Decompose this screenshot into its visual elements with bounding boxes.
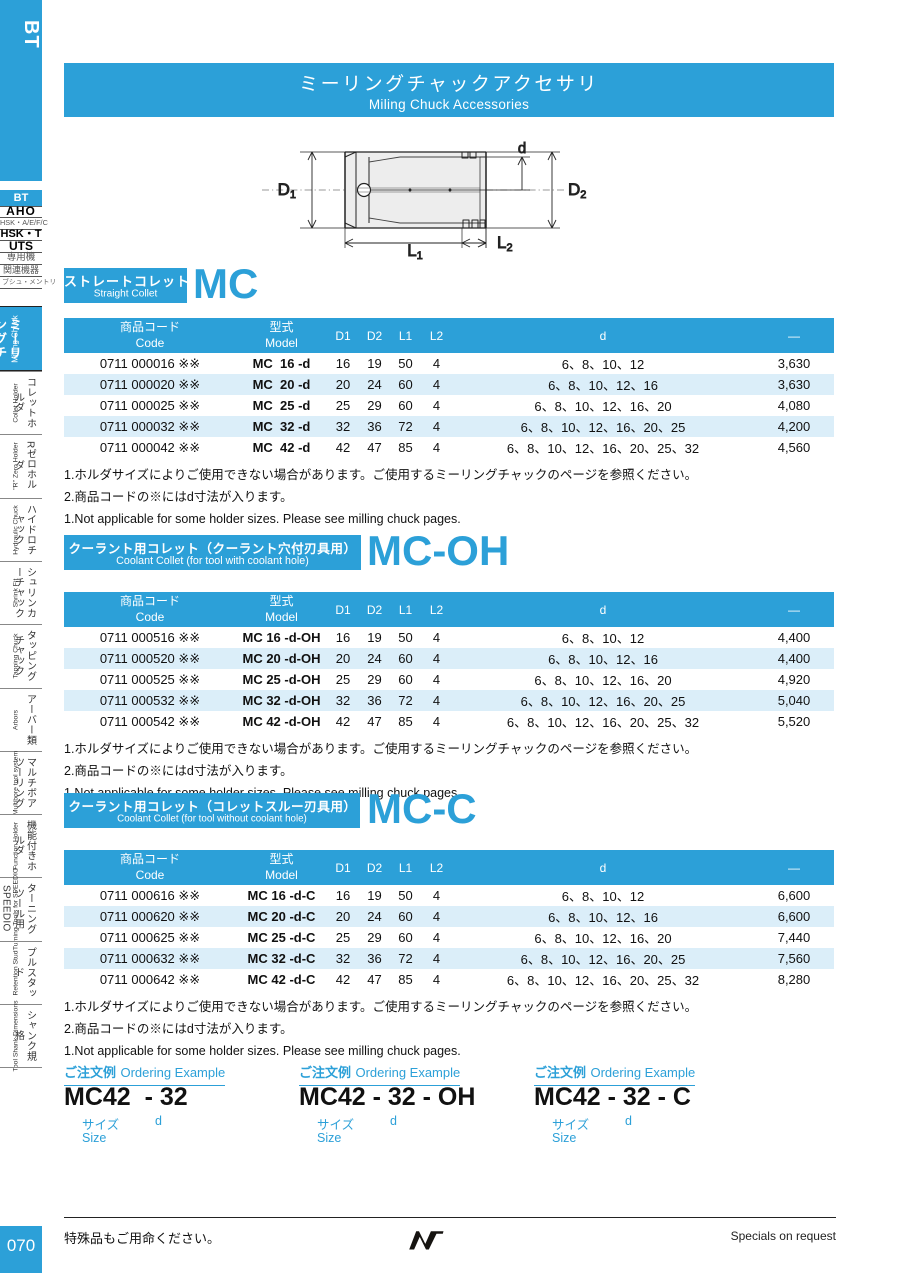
- svg-text:L2: L2: [497, 233, 513, 254]
- svg-text:L1: L1: [407, 241, 423, 260]
- svg-text:D2: D2: [568, 180, 586, 201]
- svg-text:D1: D1: [278, 180, 296, 201]
- svg-text:d: d: [518, 140, 526, 157]
